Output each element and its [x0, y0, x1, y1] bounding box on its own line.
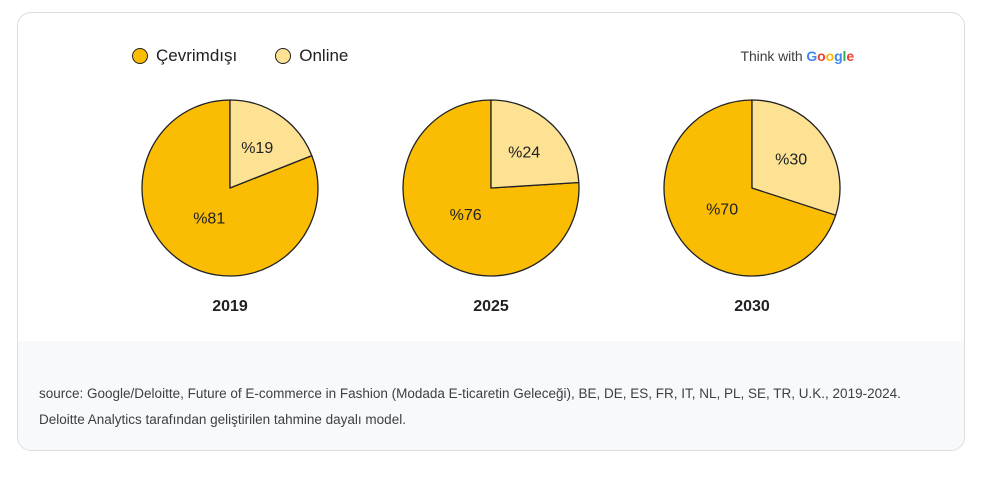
- pie-2025-year-label: 2025: [473, 298, 509, 315]
- pie-2019-label-online: %19: [241, 140, 273, 157]
- pie-2019-year-label: 2019: [212, 298, 248, 315]
- google-letter: o: [825, 48, 835, 64]
- legend-item-offline: Çevrimdışı: [132, 46, 237, 66]
- source-line-1: source: Google/Deloitte, Future of E-com…: [39, 386, 901, 401]
- google-letter: G: [806, 48, 818, 64]
- brand-prefix: Think with: [740, 48, 807, 64]
- chart-card: Çevrimdışı Online Think with Google %81%…: [17, 12, 965, 451]
- pie-2025-slice-online: [490, 99, 580, 189]
- pie-2025-label-online: %24: [508, 145, 540, 162]
- pie-2030-label-offline: %70: [706, 202, 738, 219]
- google-letter: g: [834, 48, 843, 64]
- legend-label-online: Online: [299, 46, 349, 65]
- pie-2030-slice-online: [751, 99, 841, 216]
- pie-2030-year-label: 2030: [734, 298, 770, 315]
- pie-2030-label-online: %30: [775, 152, 807, 169]
- legend: Çevrimdışı Online: [132, 46, 386, 66]
- pie-charts: %81 %19 2019 %76 %24 2025 %70 %30 2030: [141, 99, 841, 315]
- legend-label-offline: Çevrimdışı: [156, 46, 238, 65]
- legend-swatch-offline: [132, 48, 148, 64]
- source-text: source: Google/Deloitte, Future of E-com…: [39, 381, 901, 433]
- pie-2019-slice-online: [229, 99, 313, 189]
- pie-2030-slice-offline: [663, 99, 837, 277]
- pie-2019-label-offline: %81: [193, 211, 225, 228]
- source-line-2: Deloitte Analytics tarafından geliştiril…: [39, 412, 406, 427]
- legend-swatch-online: [275, 48, 292, 64]
- google-letter: l: [842, 48, 847, 64]
- legend-item-online: Online: [275, 46, 348, 66]
- source-footer: source: Google/Deloitte, Future of E-com…: [18, 341, 964, 450]
- think-with-google-logo: Think with Google: [740, 48, 855, 64]
- google-wordmark: Google: [806, 48, 854, 64]
- google-letter: e: [846, 48, 854, 64]
- google-letter: o: [817, 48, 826, 64]
- pie-2025-label-offline: %76: [450, 207, 482, 224]
